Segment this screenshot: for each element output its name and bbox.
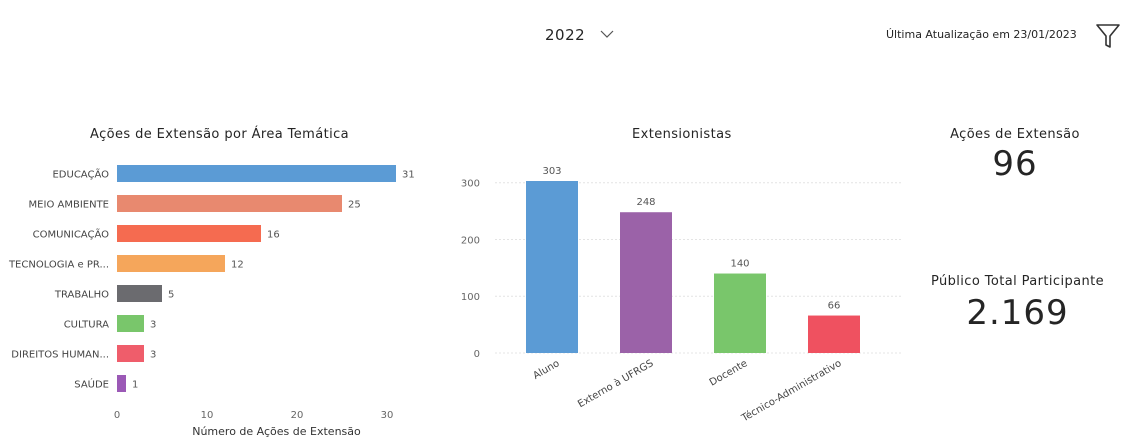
card-publico-total: Público Total Participante 2.169 — [925, 274, 1110, 333]
vertical-bar-chart: 0 100 200 300 303 Aluno 248 Externo à UFRGS 140 D… — [461, 166, 902, 425]
data-label: 1 — [132, 380, 138, 391]
x-axis-title: Número de Ações de Extensão — [192, 425, 361, 438]
category-label: MEIO AMBIENTE — [29, 200, 109, 211]
bar — [117, 315, 144, 332]
y-tick-label: 300 — [461, 179, 480, 190]
card-acoes-extensao: Ações de Extensão 96 — [930, 127, 1100, 184]
filter-icon[interactable] — [1095, 22, 1121, 50]
x-tick-label: 20 — [291, 410, 304, 421]
last-update-text: Última Atualização em 23/01/2023 — [886, 28, 1077, 41]
bar — [117, 195, 342, 212]
card-label: Ações de Extensão — [950, 127, 1080, 142]
card-label: Público Total Participante — [930, 274, 1105, 289]
card-value: 96 — [992, 144, 1038, 184]
category-label: Técnico-Administrativo — [739, 357, 844, 424]
data-label: 25 — [348, 200, 361, 211]
bar — [620, 212, 672, 353]
category-label: CULTURA — [64, 320, 109, 331]
data-label: 3 — [150, 350, 156, 361]
bar — [117, 255, 225, 272]
data-label: 12 — [231, 260, 244, 271]
y-tick-label: 100 — [461, 292, 480, 303]
category-label: DIREITOS HUMAN... — [11, 350, 109, 361]
category-label: COMUNICAÇÃO — [33, 228, 110, 241]
data-label: 16 — [267, 230, 280, 241]
top-bar: 2022 Última Atualização em 23/01/2023 — [0, 0, 1124, 70]
year-filter-dropdown[interactable]: 2022 — [536, 18, 636, 52]
bar — [117, 345, 144, 362]
x-tick-label: 10 — [201, 410, 214, 421]
y-tick-label: 0 — [474, 349, 480, 360]
bar — [714, 273, 766, 353]
bar — [808, 315, 860, 353]
data-label: 66 — [828, 301, 841, 312]
card-value: 2.169 — [966, 293, 1069, 333]
year-value: 2022 — [545, 26, 586, 44]
data-label: 140 — [730, 259, 749, 270]
category-label: SAÚDE — [74, 378, 109, 391]
data-label: 248 — [636, 197, 655, 208]
x-tick-label: 30 — [381, 410, 394, 421]
y-tick-label: 200 — [461, 235, 480, 246]
bar — [526, 181, 578, 353]
chevron-down-icon — [600, 30, 614, 38]
category-label: Aluno — [531, 358, 561, 382]
bar — [117, 165, 396, 182]
category-label: TRABALHO — [54, 290, 109, 301]
bar — [117, 375, 126, 392]
chart-title-extensionistas: Extensionistas — [632, 127, 732, 142]
data-label: 5 — [168, 290, 174, 301]
data-label: 303 — [542, 166, 561, 177]
bar — [117, 225, 261, 242]
data-label: 3 — [150, 320, 156, 331]
bar — [117, 285, 162, 302]
chart-title-area-tematica: Ações de Extensão por Área Temática — [90, 127, 350, 142]
data-label: 31 — [402, 170, 415, 181]
category-label: Externo à UFRGS — [576, 357, 656, 410]
category-label: TECNOLOGIA e PR... — [8, 260, 109, 271]
category-label: EDUCAÇÃO — [52, 168, 109, 181]
x-tick-label: 0 — [114, 410, 120, 421]
category-label: Docente — [708, 358, 750, 388]
